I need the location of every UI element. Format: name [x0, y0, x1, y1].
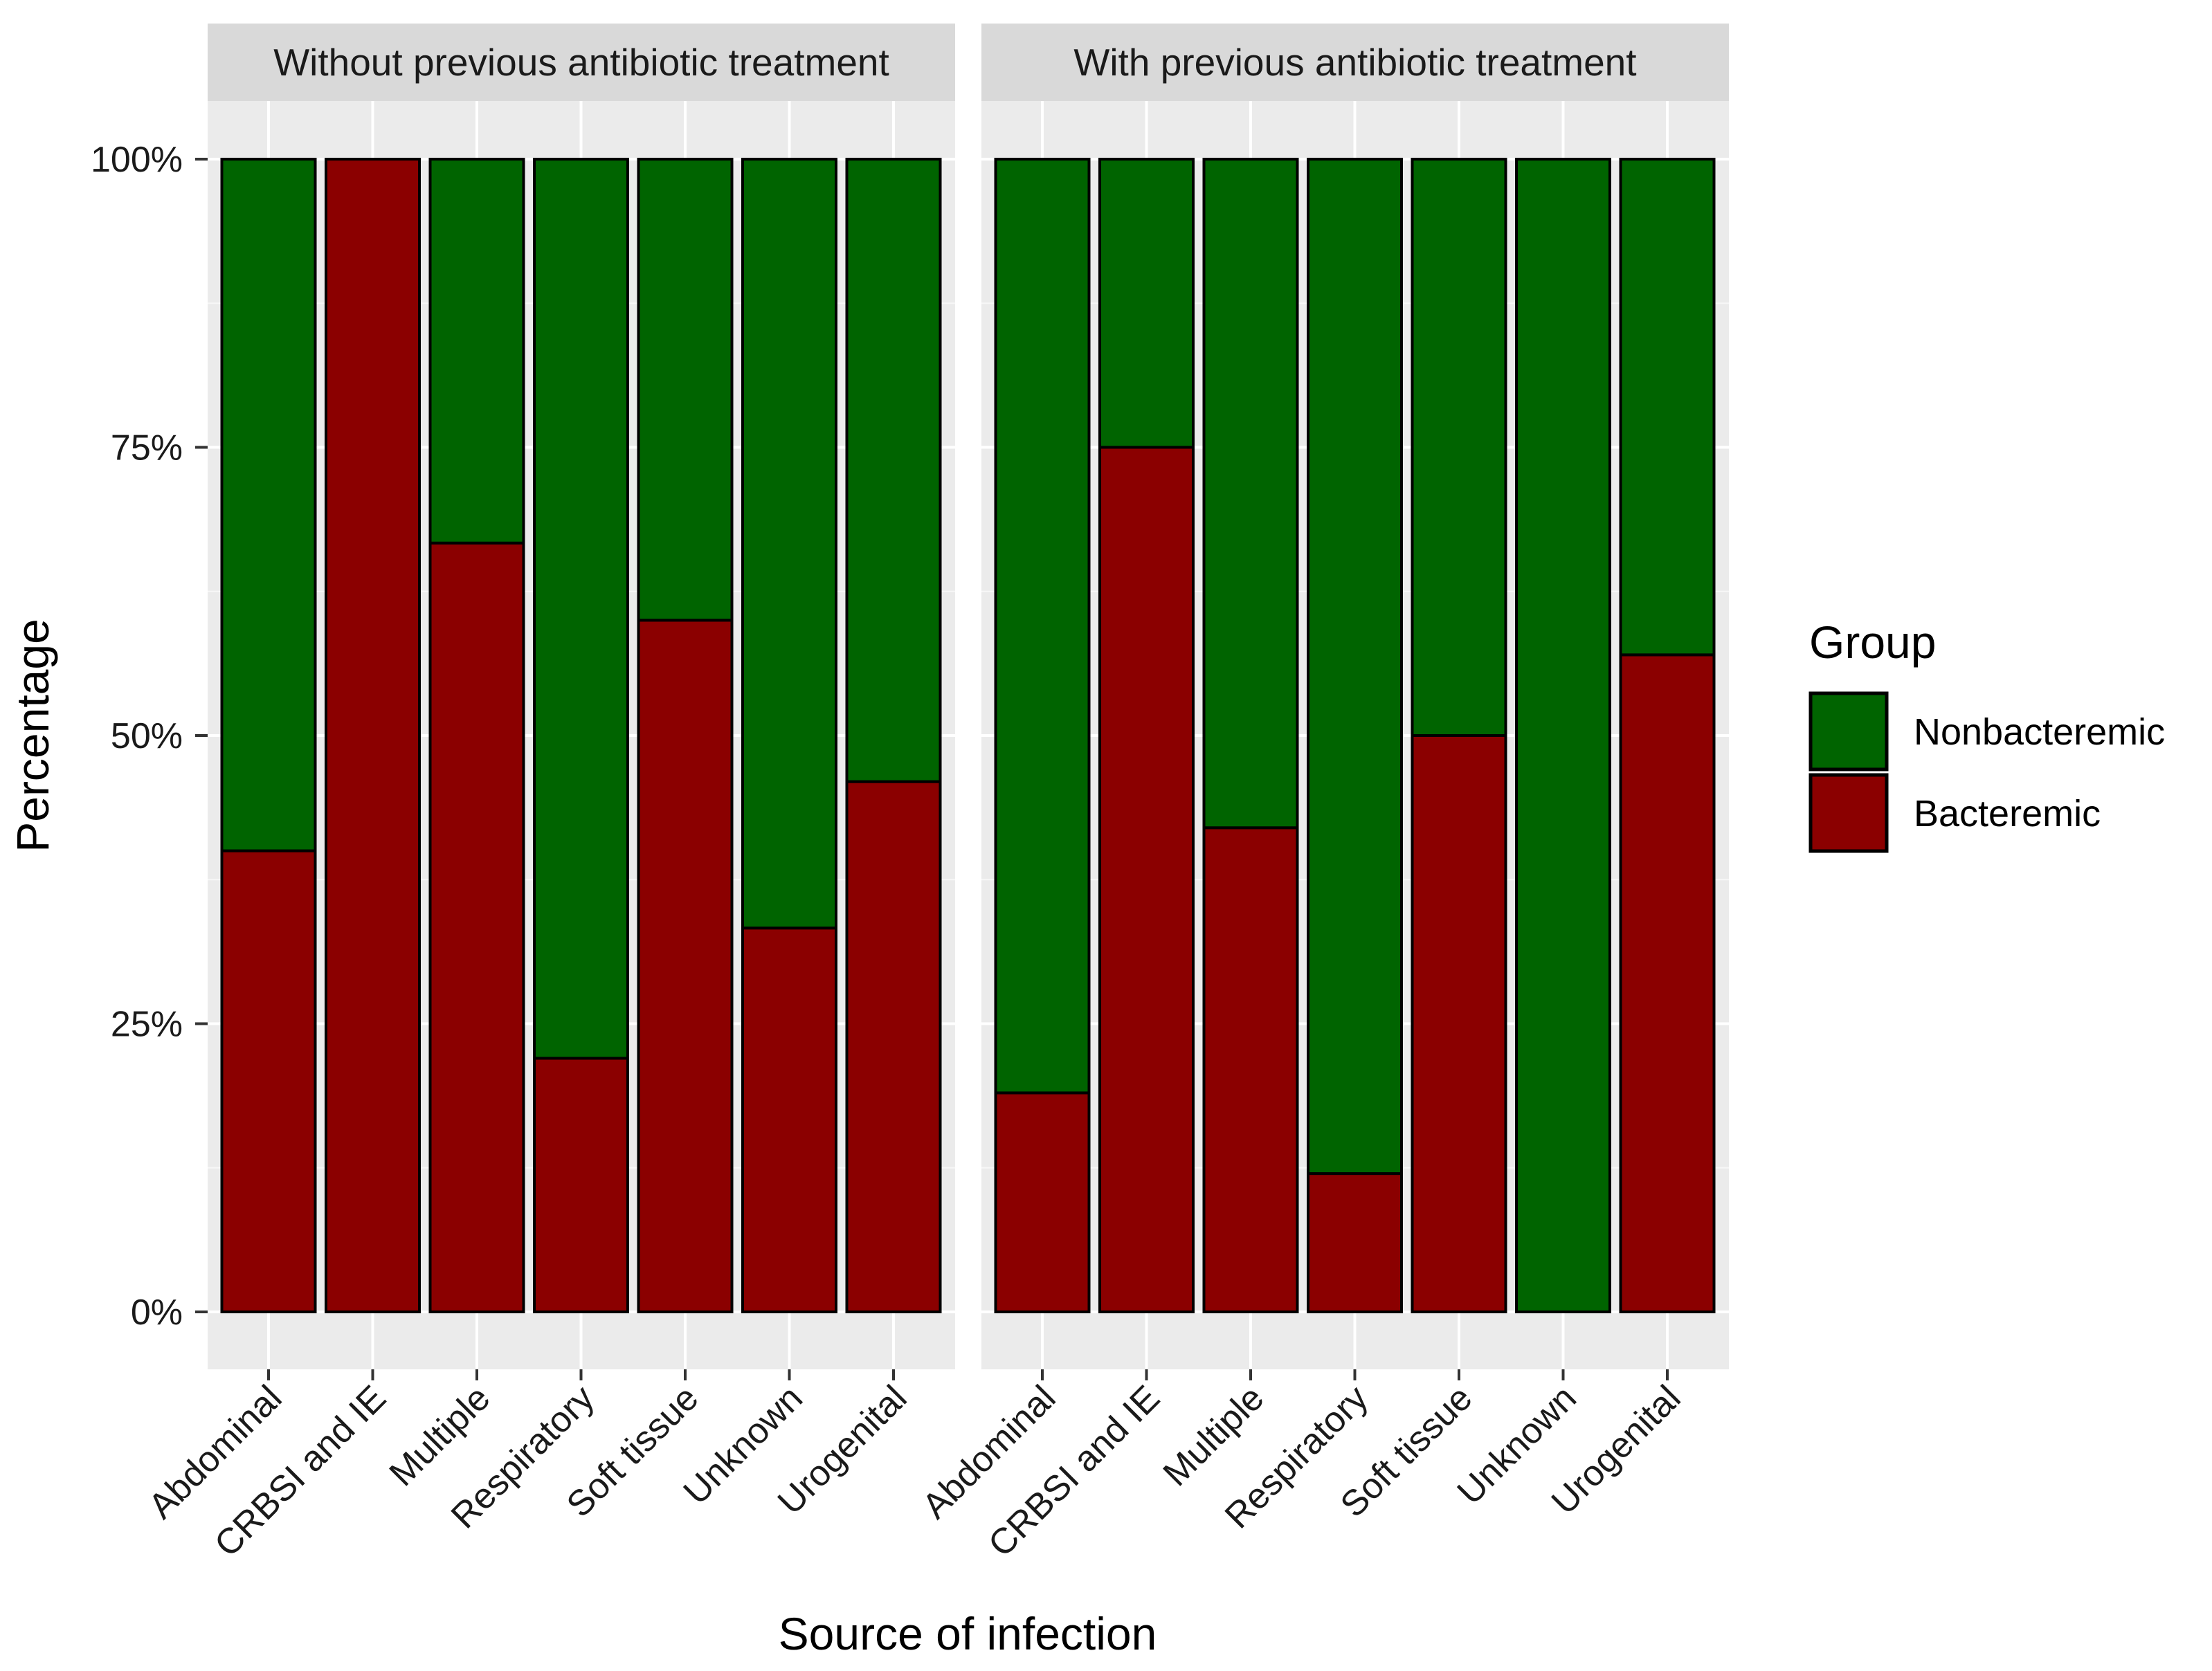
facet-panel: With previous antibiotic treatmentAbdomi…: [915, 24, 1729, 1564]
y-tick-label: 25%: [111, 1005, 183, 1045]
legend-title: Group: [1809, 617, 1936, 668]
bar-segment-bacteremic: [1619, 653, 1716, 1313]
y-tick-label: 0%: [131, 1293, 183, 1333]
bar-segment-nonbacteremic: [637, 158, 734, 622]
facet-panel: Without previous antibiotic treatmentAbd…: [141, 24, 955, 1564]
bar-segment-nonbacteremic: [994, 158, 1091, 1095]
bar-segment-bacteremic: [428, 541, 525, 1314]
bar-segment-nonbacteremic: [741, 158, 837, 930]
bar-segment-nonbacteremic: [428, 158, 525, 545]
bar-segment-nonbacteremic: [1411, 158, 1507, 737]
bar-segment-nonbacteremic: [1619, 158, 1716, 657]
bar-segment-bacteremic: [220, 849, 317, 1313]
x-axis-title: Source of infection: [779, 1608, 1157, 1659]
y-axis: 0% 25% 50% 75% 100%: [91, 140, 208, 1333]
legend: Group Nonbacteremic Bacteremic: [1808, 617, 2165, 853]
bar-segment-nonbacteremic: [1515, 158, 1611, 1313]
bar-segment-bacteremic: [845, 780, 942, 1313]
bar-segment-bacteremic: [1202, 826, 1299, 1313]
facet-strip-label: Without previous antibiotic treatment: [273, 41, 889, 84]
bar-segment-bacteremic: [325, 158, 421, 1313]
bar-segment-nonbacteremic: [1202, 158, 1299, 830]
bar-segment-nonbacteremic: [1307, 158, 1403, 1176]
y-axis-title: Percentage: [7, 619, 58, 852]
bar-segment-bacteremic: [533, 1057, 629, 1313]
facet-strip-label: With previous antibiotic treatment: [1073, 41, 1636, 84]
bar-segment-nonbacteremic: [1098, 158, 1195, 449]
bar-segment-bacteremic: [1098, 446, 1195, 1313]
bar-segment-bacteremic: [1307, 1172, 1403, 1313]
bar-segment-bacteremic: [1411, 734, 1507, 1313]
legend-key-nonbacteremic: [1808, 691, 1889, 771]
bar-segment-bacteremic: [994, 1091, 1091, 1313]
facet-strip: [208, 24, 955, 101]
facet-strip: [981, 24, 1729, 101]
y-tick-label: 50%: [111, 716, 183, 756]
legend-label: Nonbacteremic: [1914, 711, 2165, 753]
bar-segment-nonbacteremic: [220, 158, 317, 852]
bar-segment-nonbacteremic: [533, 158, 629, 1060]
bar-segment-bacteremic: [637, 619, 734, 1313]
y-tick-label: 75%: [111, 428, 183, 468]
y-tick-label: 100%: [91, 140, 183, 180]
bar-segment-nonbacteremic: [845, 158, 942, 783]
facet-panels: Without previous antibiotic treatmentAbd…: [141, 24, 1729, 1564]
legend-key-bacteremic: [1808, 773, 1889, 853]
bar-segment-bacteremic: [741, 926, 837, 1314]
legend-label: Bacteremic: [1914, 793, 2101, 834]
